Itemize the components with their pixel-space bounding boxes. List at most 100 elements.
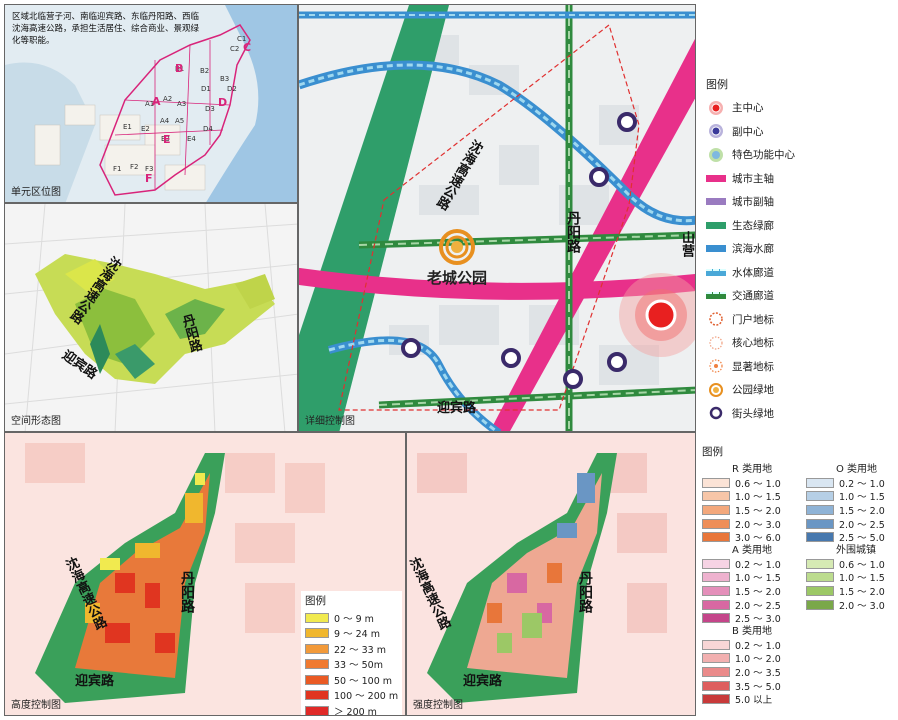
height-legend-label: 0 ～ 9 m [334,613,374,625]
intensity-legend-label: 5.0 以上 [735,695,773,707]
detail-legend-label: 显著地标 [732,360,774,373]
intensity-legend-item: 1.0 ～ 1.5 [806,571,894,584]
intensity-legend-label: 2.5 ～ 5.0 [839,533,885,545]
eco-corridor-icon [706,217,726,233]
legend-swatch [702,599,730,610]
legend-swatch [702,477,730,488]
detail-legend-label: 公园绿地 [732,384,774,397]
legend-swatch [305,643,329,654]
height-legend-title: 图例 [305,595,326,607]
water-corridor-icon [706,264,726,280]
height-legend-item: ＞ 200 m [305,703,398,716]
intensity-legend-label: 3.5 ～ 5.0 [735,681,781,693]
zone-label: F3 [145,165,154,173]
intensity-legend-item: 1.0 ～ 1.5 [806,490,894,503]
legend-swatch [305,705,329,715]
feature-center-icon [706,147,726,163]
zone-label: E4 [187,135,196,143]
intensity-legend-item: 3.5 ～ 5.0 [702,679,802,693]
zone-label: E2 [141,125,150,133]
zone-label: D2 [227,85,237,93]
height-legend-label: ＞ 200 m [334,706,377,716]
zone-label: B2 [200,67,210,75]
zone-label: E3 [161,135,170,143]
detail-legend-rows: 主中心 副中心 特色功能中心 城市主轴 城市副轴 生态绿廊 滨海水廊 水体廊道 交通廊道 门户地标… [706,96,892,425]
height-legend-item: 22 ～ 33 m [305,641,398,657]
intensity-legend-item: 0.2 ～ 1.0 [806,476,894,490]
intensity-legend-label: 1.5 ～ 2.0 [839,586,885,598]
intensity-legend-item: 1.0 ～ 1.5 [702,490,802,504]
legend-swatch [702,585,730,596]
zone-label: A5 [175,117,185,125]
zone-label: A1 [145,100,155,108]
park-marker [439,229,475,265]
detail-legend-item: 街头绿地 [706,402,892,426]
intensity-legend-label: 2.0 ～ 3.0 [839,600,885,612]
location-panel-title: 单元区位图 [11,187,61,198]
intensity-control-panel: 沈海高速公路 丹阳路 迎宾路 强度控制图 [406,432,696,716]
intensity-legend-item: 5.0 以上 [702,692,802,706]
height-legend-item: 100 ～ 200 m [305,688,398,704]
detail-legend-label: 交通廊道 [732,290,774,303]
intensity-legend-label: 2.0 ～ 2.5 [735,600,781,612]
detail-legend-item: 特色功能中心 [706,143,892,167]
intensity-legend-item: 0.6 ～ 1.0 [702,476,802,490]
detail-legend-label: 主中心 [732,102,764,115]
height-legend-item: 0 ～ 9 m [305,610,398,626]
zone-label: D4 [203,125,213,133]
spatial-form-panel: 沈海高速公路 丹阳路 迎宾路 空间形态图 [4,203,298,432]
legend-swatch [305,690,329,701]
detail-panel-title: 详细控制图 [305,416,355,427]
detail-legend-label: 滨海水廊 [732,243,774,256]
intensity-road-label-yingbin: 迎宾路 [463,674,503,689]
detail-legend-item: 城市主轴 [706,167,892,191]
legend-swatch [806,599,834,610]
street-green-markers [401,112,637,389]
legend-swatch [806,558,834,569]
height-legend-label: 50 ～ 100 m [334,675,393,687]
zone-label: A3 [177,100,187,108]
legend-swatch [702,532,730,543]
intensity-legend-label: 0.2 ～ 1.0 [735,559,781,571]
intensity-legend-label: 2.5 ～ 3.0 [735,614,781,626]
intensity-legend-item: 0.6 ～ 1.0 [806,557,894,571]
height-legend-item: 33 ～ 50m [305,657,398,673]
detail-legend-item: 核心地标 [706,331,892,355]
zone-label: F2 [130,163,139,171]
spatial-form-3d [5,204,297,431]
traffic-corridor-icon [706,288,726,304]
detail-legend-label: 水体廊道 [732,266,774,279]
zone-label: A4 [160,117,170,125]
intensity-legend: 图例 R 类用地 0.6 ～ 1.0 1.0 ～ 1.5 1.5 ～ 2.0 2.0 ～… [702,444,896,706]
intensity-legend-label: 2.0 ～ 2.5 [839,519,885,531]
detail-legend-item: 交通廊道 [706,284,892,308]
intensity-panel-title: 强度控制图 [413,700,463,711]
detail-legend-label: 生态绿廊 [732,219,774,232]
detail-legend-item: 滨海水廊 [706,237,892,261]
core-landmark-icon [706,335,726,351]
height-legend-item: 50 ～ 100 m [305,672,398,688]
intensity-legend-label: 1.0 ～ 1.5 [735,492,781,504]
intensity-legend-category: O 类用地 [836,464,878,475]
legend-swatch [702,504,730,515]
legend-swatch [806,504,834,515]
zone-label: B3 [220,75,230,83]
intensity-legend-item: 2.0 ～ 2.5 [806,517,894,531]
legend-swatch [305,659,329,670]
intensity-legend-item: 3.0 ～ 6.0 [702,530,802,544]
location-map [5,5,297,202]
intensity-legend-item: 1.5 ～ 2.0 [806,503,894,517]
intensity-legend-label: 2.0 ～ 3.5 [735,667,781,679]
location-map-panel: 区域北临营子河、南临迎宾路、东临丹阳路、西临沈海高速公路，承担生活居住、综合商业… [4,4,298,203]
height-legend-label: 22 ～ 33 m [334,644,386,656]
detail-legend-label: 核心地标 [732,337,774,350]
intensity-legend-label: 2.0 ～ 3.0 [735,519,781,531]
legend-swatch [702,518,730,529]
detail-legend-label: 副中心 [732,125,764,138]
intensity-legend-left: R 类用地 0.6 ～ 1.0 1.0 ～ 1.5 1.5 ～ 2.0 2.0 ～ 3.… [702,463,802,706]
detail-legend-label: 街头绿地 [732,407,774,420]
detail-control-map [299,5,695,431]
detail-legend-item: 城市副轴 [706,190,892,214]
detail-road-label-shanying: 山营 [679,231,694,257]
legend-swatch [702,558,730,569]
